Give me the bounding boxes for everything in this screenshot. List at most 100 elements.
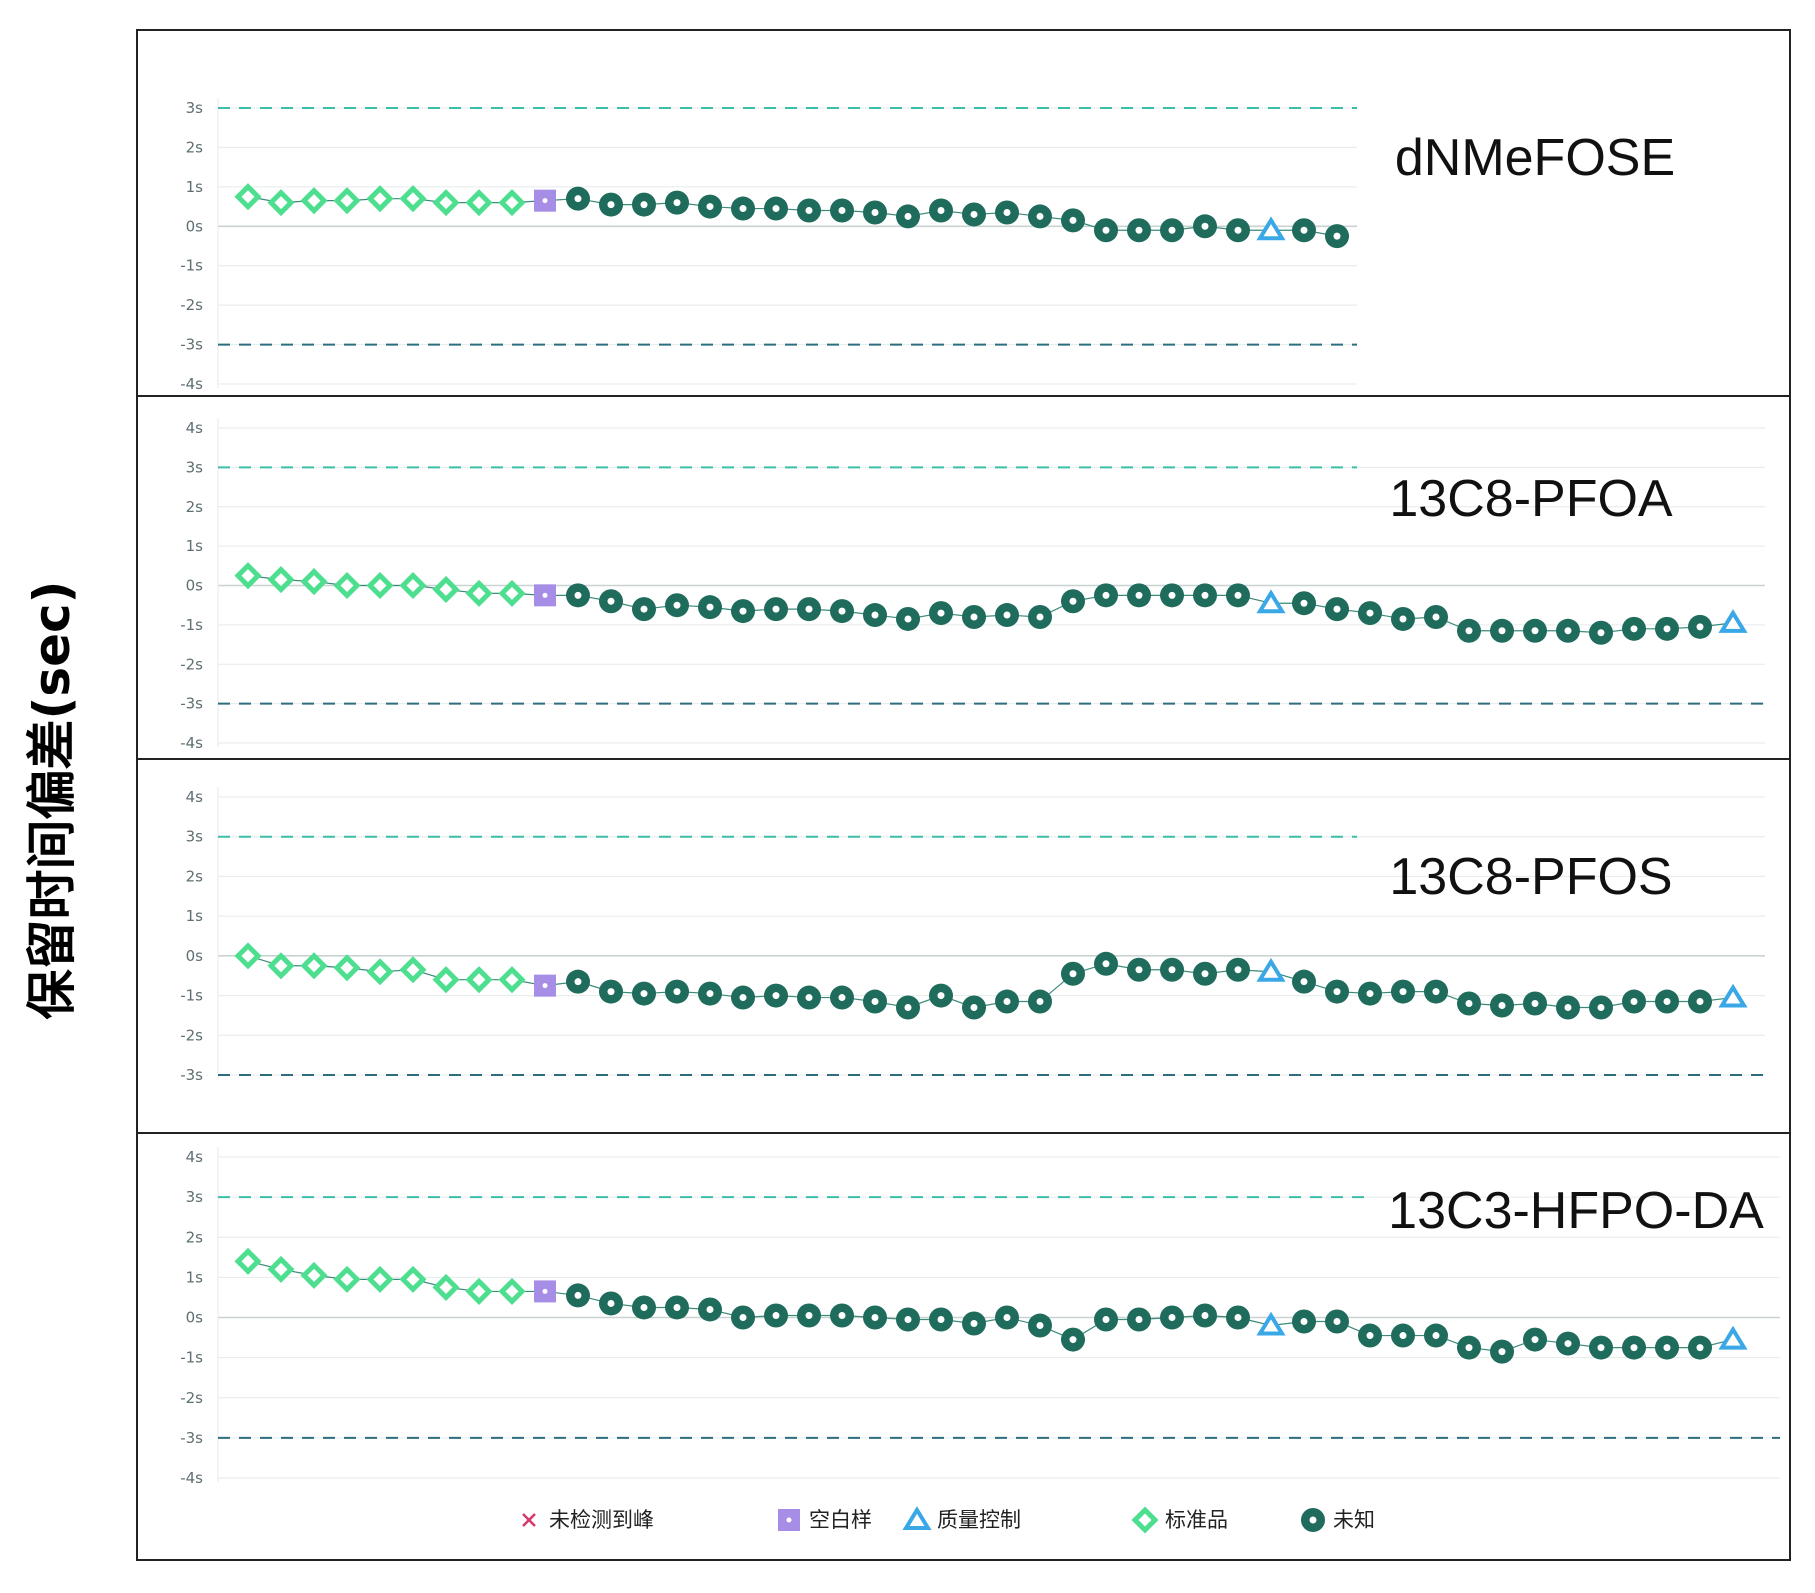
- point-unknown-hole: [1135, 226, 1143, 234]
- point-unknown-hole: [1069, 597, 1077, 605]
- point-unknown-hole: [1366, 609, 1374, 617]
- point-standard: [432, 966, 460, 994]
- legend-item-blank: 空白样: [778, 1508, 872, 1532]
- point-unknown-hole: [1630, 1344, 1638, 1352]
- point-unknown-hole: [706, 990, 714, 998]
- y-tick-label: -2s: [180, 296, 203, 314]
- point-unknown-hole: [739, 205, 747, 213]
- y-tick-label: -3s: [180, 1429, 203, 1447]
- legend-label-standard: 标准品: [1165, 1508, 1228, 1532]
- point-unknown-hole: [1168, 226, 1176, 234]
- point-unknown-hole: [1300, 599, 1308, 607]
- y-tick-label: -1s: [180, 257, 203, 275]
- point-standard: [267, 566, 295, 594]
- point-unknown-hole: [1333, 232, 1341, 240]
- point-qc: [1718, 609, 1748, 633]
- point-unknown-hole: [1366, 1332, 1374, 1340]
- legend-marker-unknown-hole: [1309, 1516, 1317, 1524]
- point-unknown-hole: [607, 1299, 615, 1307]
- point-unknown-hole: [838, 1311, 846, 1319]
- y-tick-label: 1s: [186, 537, 204, 555]
- point-blank-dot: [542, 1288, 548, 1294]
- point-standard: [498, 1277, 526, 1305]
- point-unknown-hole: [1597, 629, 1605, 637]
- point-unknown-hole: [1036, 212, 1044, 220]
- chart-panel-3: 4s 3s 2s 1s 0s -1s -2s -3s 13C8-PFOS: [136, 758, 1791, 1134]
- point-unknown-hole: [673, 199, 681, 207]
- point-unknown-hole: [1168, 1314, 1176, 1321]
- point-standard: [234, 183, 262, 211]
- point-unknown-hole: [838, 994, 846, 1002]
- point-unknown-hole: [1663, 1344, 1671, 1352]
- point-unknown-hole: [1102, 960, 1110, 968]
- point-standard: [300, 952, 328, 980]
- point-unknown-hole: [1696, 623, 1704, 631]
- point-unknown-hole: [970, 1320, 978, 1328]
- panel-title: 13C3-HFPO-DA: [1388, 1182, 1764, 1240]
- chart-panel-1: 3s 2s 1s 0s -1s -2s -3s -4s dNMeFOSE: [136, 29, 1791, 397]
- point-unknown-hole: [1069, 970, 1077, 978]
- point-unknown-hole: [1300, 978, 1308, 986]
- point-standard: [498, 966, 526, 994]
- point-unknown-hole: [1366, 990, 1374, 998]
- point-unknown-hole: [739, 994, 747, 1002]
- point-unknown-hole: [937, 207, 945, 215]
- point-unknown-hole: [1234, 966, 1242, 974]
- point-unknown-hole: [1102, 1316, 1110, 1324]
- point-unknown-hole: [904, 1316, 912, 1324]
- series-line: [247, 196, 1338, 237]
- point-unknown-hole: [1531, 627, 1539, 635]
- y-tick-label: 3s: [186, 828, 204, 846]
- point-unknown-hole: [1003, 998, 1011, 1006]
- point-unknown-hole: [1333, 605, 1341, 613]
- point-unknown-hole: [640, 605, 648, 613]
- point-unknown-hole: [1135, 1316, 1143, 1324]
- point-standard: [267, 952, 295, 980]
- point-standard: [333, 1265, 361, 1293]
- series-line: [247, 955, 1734, 1009]
- point-unknown-hole: [871, 208, 879, 216]
- point-unknown-hole: [1168, 966, 1176, 974]
- point-unknown-hole: [1300, 1318, 1308, 1326]
- y-tick-label: 0s: [186, 577, 204, 595]
- point-unknown-hole: [1135, 591, 1143, 599]
- point-unknown-hole: [937, 992, 945, 1000]
- point-unknown-hole: [739, 607, 747, 615]
- point-unknown-hole: [1597, 1344, 1605, 1352]
- chart-panels: 3s 2s 1s 0s -1s -2s -3s -4s dNMeFOSE 4s 3s 2s 1s 0s -1…: [136, 29, 1791, 1561]
- point-unknown-hole: [970, 613, 978, 621]
- point-standard: [333, 571, 361, 600]
- point-standard: [465, 579, 493, 607]
- point-unknown-hole: [1531, 1336, 1539, 1344]
- legend-marker-not_detected: [522, 1513, 536, 1527]
- y-tick-label: -2s: [180, 1026, 203, 1044]
- point-unknown-hole: [1432, 988, 1440, 996]
- point-unknown-hole: [1234, 1314, 1242, 1321]
- point-unknown-hole: [805, 207, 813, 215]
- y-tick-label: 1s: [186, 178, 204, 196]
- point-unknown-hole: [640, 201, 648, 209]
- panel-title: 13C8-PFOS: [1389, 848, 1672, 906]
- point-standard: [465, 1277, 493, 1305]
- point-standard: [399, 185, 427, 213]
- point-unknown-hole: [1234, 226, 1242, 234]
- point-unknown-hole: [1696, 998, 1704, 1006]
- point-unknown-hole: [1201, 591, 1209, 599]
- point-unknown-hole: [1036, 998, 1044, 1006]
- point-standard: [498, 579, 526, 607]
- point-unknown-hole: [1069, 216, 1077, 224]
- y-tick-label: -4s: [180, 1469, 203, 1487]
- point-qc: [1718, 1325, 1748, 1350]
- point-standard: [366, 571, 394, 600]
- series-line: [247, 1260, 1734, 1353]
- point-unknown-hole: [904, 212, 912, 220]
- y-tick-label: 0s: [186, 947, 204, 965]
- point-standard: [267, 1255, 295, 1283]
- point-unknown-hole: [640, 990, 648, 998]
- point-unknown-hole: [838, 207, 846, 215]
- point-standard: [234, 942, 262, 970]
- point-unknown-hole: [1663, 998, 1671, 1006]
- legend-marker-standard: [1131, 1506, 1159, 1534]
- point-unknown-hole: [805, 994, 813, 1002]
- point-standard: [267, 189, 295, 217]
